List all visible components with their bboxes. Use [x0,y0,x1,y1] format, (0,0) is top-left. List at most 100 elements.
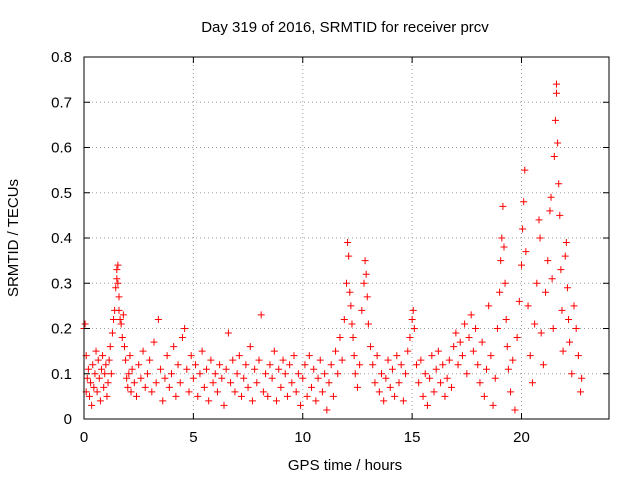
data-point [428,352,436,360]
data-point [101,370,109,378]
data-point [303,392,311,400]
data-point [323,406,331,414]
data-point [327,361,335,369]
data-point [388,365,396,373]
data-point [114,279,122,287]
data-point [448,383,455,391]
data-point [108,329,116,337]
data-point [115,293,123,301]
data-point [211,370,219,378]
data-point [356,361,364,369]
data-point [557,266,565,274]
data-point [125,370,133,378]
data-point [83,374,91,382]
data-point [439,361,447,369]
data-point [493,325,501,332]
data-point [84,365,92,373]
data-point [114,261,122,269]
data-point [128,365,136,373]
data-point [124,383,132,391]
data-point [294,370,302,378]
data-point [113,275,121,283]
data-point [209,379,217,387]
data-point [130,379,138,387]
data-point [415,379,423,387]
data-point [406,334,414,342]
data-point [262,370,270,378]
data-point [537,329,545,337]
data-point [194,392,202,400]
data-point [200,383,208,391]
data-point [189,374,197,382]
data-point [362,270,370,278]
data-point [572,325,580,332]
data-point [378,370,385,378]
data-point [218,374,226,382]
data-point [544,257,552,265]
data-point [310,365,318,373]
data-point [553,89,560,97]
data-point [430,388,438,396]
data-point [441,392,449,400]
y-tick-label: 0.3 [51,275,72,292]
data-point [399,397,407,405]
data-point [299,374,307,382]
data-point [92,347,100,355]
data-point [312,397,320,405]
data-point [454,361,462,369]
data-point [546,207,554,215]
y-tick-label: 0.7 [51,94,72,111]
data-point [290,352,298,360]
data-point [548,275,556,283]
data-point [277,383,285,391]
data-point [139,347,147,355]
y-tick-label: 0.6 [51,140,72,157]
data-point [426,374,434,382]
data-point [518,261,525,269]
data-point [178,334,186,342]
data-point [531,320,539,328]
data-point [574,352,582,360]
data-point [257,311,265,319]
data-point [533,279,541,287]
data-point [536,234,544,242]
data-point [565,315,573,323]
data-point [578,374,586,382]
data-point [562,239,570,247]
data-point [196,370,204,378]
data-point [382,374,390,382]
data-point [498,234,506,242]
data-point [402,370,410,378]
x-axis-label: GPS time / hours [288,457,402,474]
data-point [168,370,175,378]
data-point [358,306,366,314]
data-point [281,370,289,378]
chart-title: Day 319 of 2016, SRMTID for receiver prc… [201,19,489,36]
data-point [143,370,151,378]
data-point [487,352,495,360]
data-point [521,166,529,174]
data-point [119,311,127,319]
data-point [297,401,305,409]
data-point [81,320,89,328]
data-point [176,379,184,387]
data-point [478,338,486,346]
data-point [146,356,154,364]
x-tick-label: 15 [404,429,421,446]
data-point [497,257,505,265]
data-point [270,347,278,355]
data-point [391,392,399,400]
data-point [275,365,283,373]
data-point [513,334,521,342]
data-point [577,388,585,396]
data-point [504,365,512,373]
data-point [154,315,162,323]
data-point [519,225,527,233]
data-point [103,392,111,400]
data-point [264,392,272,400]
data-point [528,379,536,387]
data-point [220,401,228,409]
data-point [351,370,359,378]
data-point [91,370,99,378]
